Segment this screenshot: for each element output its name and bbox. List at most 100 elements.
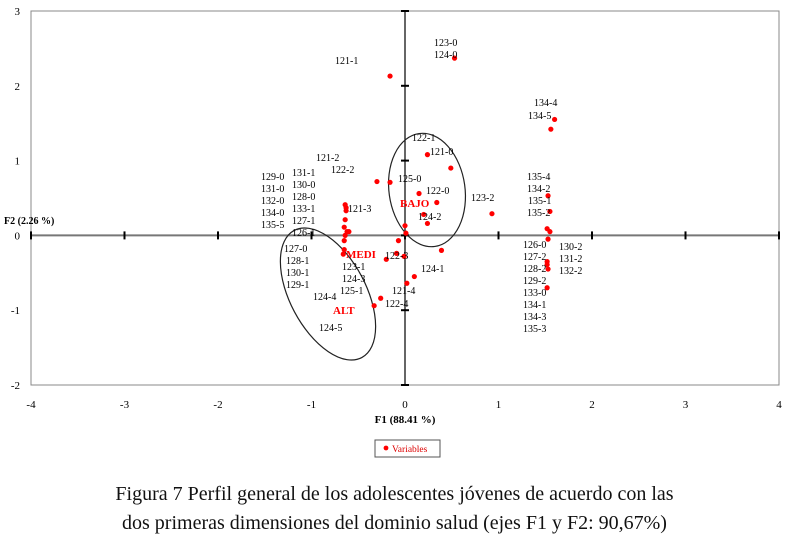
point-label: 122-4 <box>385 299 408 310</box>
data-point <box>387 73 393 79</box>
point-label: 134-0 <box>261 208 284 219</box>
data-point <box>448 165 454 171</box>
x-axis-label: F1 (88.41 %) <box>375 414 436 426</box>
x-tick-label: -2 <box>213 399 222 411</box>
data-point <box>346 229 352 235</box>
point-label: 124-5 <box>319 323 342 334</box>
data-point <box>342 232 348 238</box>
group-label: BAJO <box>400 198 430 210</box>
point-label: 130-0 <box>292 180 315 191</box>
data-point <box>341 238 347 244</box>
point-label: 128-1 <box>286 256 309 267</box>
data-point <box>404 280 410 286</box>
point-label: 129-1 <box>286 280 309 291</box>
point-label: 135-2 <box>527 208 550 219</box>
data-point <box>374 178 380 185</box>
legend-marker <box>383 445 389 451</box>
data-point <box>340 251 346 257</box>
y-tick-label: 3 <box>15 6 21 18</box>
point-label: 126-0 <box>523 240 546 251</box>
x-tick-label: 0 <box>402 399 408 411</box>
x-tick-label: -1 <box>307 399 316 411</box>
data-point <box>342 217 348 223</box>
point-label: 135-5 <box>261 220 284 231</box>
point-label: 132-0 <box>261 196 284 207</box>
point-label: 135-3 <box>523 324 546 335</box>
point-label: 134-2 <box>527 184 550 195</box>
point-label: 122-0 <box>426 186 449 197</box>
point-label: 127-2 <box>523 252 546 263</box>
data-point <box>411 273 417 280</box>
point-label: 130-1 <box>286 268 309 279</box>
data-point <box>341 224 347 230</box>
point-label: 121-4 <box>392 286 415 297</box>
point-label: 121-3 <box>348 204 371 215</box>
point-label: 135-1 <box>528 196 551 207</box>
x-tick-label: 2 <box>589 399 595 411</box>
point-label: 129-2 <box>523 276 546 287</box>
point-label: 124-0 <box>434 50 457 61</box>
point-label: 134-3 <box>523 312 546 323</box>
data-point <box>387 179 393 185</box>
y-tick-label: 1 <box>15 156 21 168</box>
data-point <box>547 229 553 235</box>
point-label: 121-2 <box>316 153 339 164</box>
x-tick-label: 1 <box>496 399 502 411</box>
data-point <box>545 266 551 272</box>
point-label: 135-4 <box>527 172 550 183</box>
group-label: ALT <box>333 305 355 317</box>
point-label: 125-0 <box>398 174 421 185</box>
data-point <box>451 55 458 61</box>
x-tick-label: 4 <box>776 399 782 411</box>
data-point <box>403 230 409 236</box>
point-label: 124-4 <box>313 292 336 303</box>
data-point <box>402 223 408 229</box>
group-label: MEDI <box>346 249 376 261</box>
data-point <box>341 247 347 253</box>
point-label: 133-1 <box>292 204 315 215</box>
data-point <box>438 247 445 253</box>
data-point <box>393 250 400 256</box>
y-axis-label: F2 (2.26 %) <box>4 216 54 227</box>
data-point <box>383 256 389 262</box>
point-label: 128-0 <box>292 192 315 203</box>
point-label: 128-2 <box>523 264 546 275</box>
group-ellipse-bajo <box>387 132 467 248</box>
data-point <box>343 208 349 214</box>
data-point <box>544 285 550 291</box>
point-label: 134-5 <box>528 111 551 122</box>
point-label: 131-0 <box>261 184 284 195</box>
data-point <box>548 126 554 132</box>
legend-box <box>374 439 441 458</box>
point-label: 123-2 <box>471 193 494 204</box>
data-point <box>424 152 431 158</box>
y-tick-label: -1 <box>11 305 20 317</box>
x-tick-label: -3 <box>120 399 130 411</box>
caption-line-1: Figura 7 Perfil general de los adolescen… <box>115 483 674 505</box>
data-point <box>545 236 551 242</box>
data-point <box>421 211 427 218</box>
y-tick-label: 2 <box>15 81 21 93</box>
caption-line-2: dos primeras dimensiones del dominio sal… <box>122 512 667 534</box>
data-point <box>401 253 407 259</box>
point-label: 129-0 <box>261 172 284 183</box>
point-label: 122-1 <box>412 133 435 144</box>
point-label: 134-4 <box>534 98 557 109</box>
point-label: 122-2 <box>331 165 354 176</box>
point-label: 131-2 <box>559 254 582 265</box>
point-label: 134-1 <box>523 300 546 311</box>
point-label: 124-2 <box>418 212 441 223</box>
point-label: 121-0 <box>430 147 453 158</box>
group-ellipse-alt <box>279 227 377 361</box>
y-tick-label: 0 <box>15 230 21 242</box>
point-label: 123-1 <box>342 262 365 273</box>
point-label: 127-1 <box>292 216 315 227</box>
data-point <box>434 199 440 206</box>
data-point <box>416 190 422 197</box>
data-point <box>395 238 402 244</box>
point-label: 127-0 <box>284 244 307 255</box>
y-tick-label: -2 <box>11 380 20 392</box>
data-point <box>489 211 495 217</box>
point-label: 126-1 <box>292 228 315 239</box>
scatter-chart: -4 -3 -2 -1 0 1 2 3 4 -2 -1 0 1 2 3 F1 (88.41 %) F2 (2.2… <box>4 6 782 458</box>
